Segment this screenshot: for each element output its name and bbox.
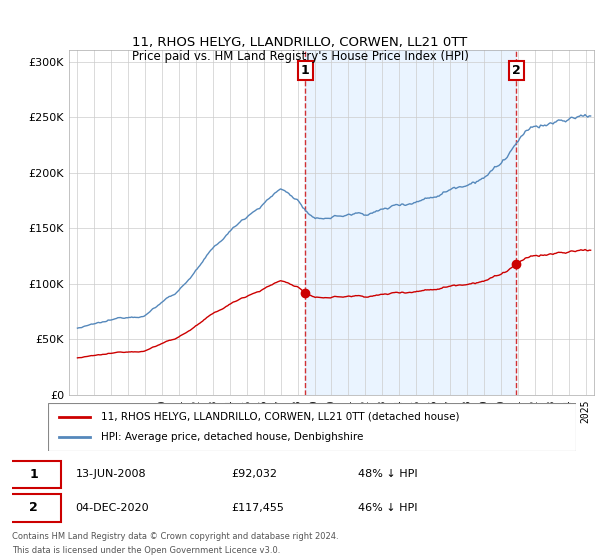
FancyBboxPatch shape	[48, 403, 576, 451]
Bar	[305, 50, 517, 395]
Text: £117,455: £117,455	[231, 503, 284, 513]
Text: 48% ↓ HPI: 48% ↓ HPI	[358, 469, 417, 479]
Text: 11, RHOS HELYG, LLANDRILLO, CORWEN, LL21 0TT: 11, RHOS HELYG, LLANDRILLO, CORWEN, LL21…	[133, 36, 467, 49]
Text: HPI: Average price, detached house, Denbighshire: HPI: Average price, detached house, Denb…	[101, 432, 363, 442]
FancyBboxPatch shape	[6, 460, 61, 488]
Text: 2: 2	[512, 64, 521, 77]
Text: 04-DEC-2020: 04-DEC-2020	[76, 503, 149, 513]
Text: £92,032: £92,032	[231, 469, 277, 479]
Text: Price paid vs. HM Land Registry's House Price Index (HPI): Price paid vs. HM Land Registry's House …	[131, 50, 469, 63]
Text: 1: 1	[29, 468, 38, 480]
Text: 1: 1	[301, 64, 310, 77]
Text: 11, RHOS HELYG, LLANDRILLO, CORWEN, LL21 0TT (detached house): 11, RHOS HELYG, LLANDRILLO, CORWEN, LL21…	[101, 412, 460, 422]
Text: 2: 2	[29, 501, 38, 514]
Text: This data is licensed under the Open Government Licence v3.0.: This data is licensed under the Open Gov…	[12, 547, 280, 556]
Text: 46% ↓ HPI: 46% ↓ HPI	[358, 503, 417, 513]
Text: Contains HM Land Registry data © Crown copyright and database right 2024.: Contains HM Land Registry data © Crown c…	[12, 532, 338, 541]
FancyBboxPatch shape	[6, 494, 61, 521]
Text: 13-JUN-2008: 13-JUN-2008	[76, 469, 146, 479]
